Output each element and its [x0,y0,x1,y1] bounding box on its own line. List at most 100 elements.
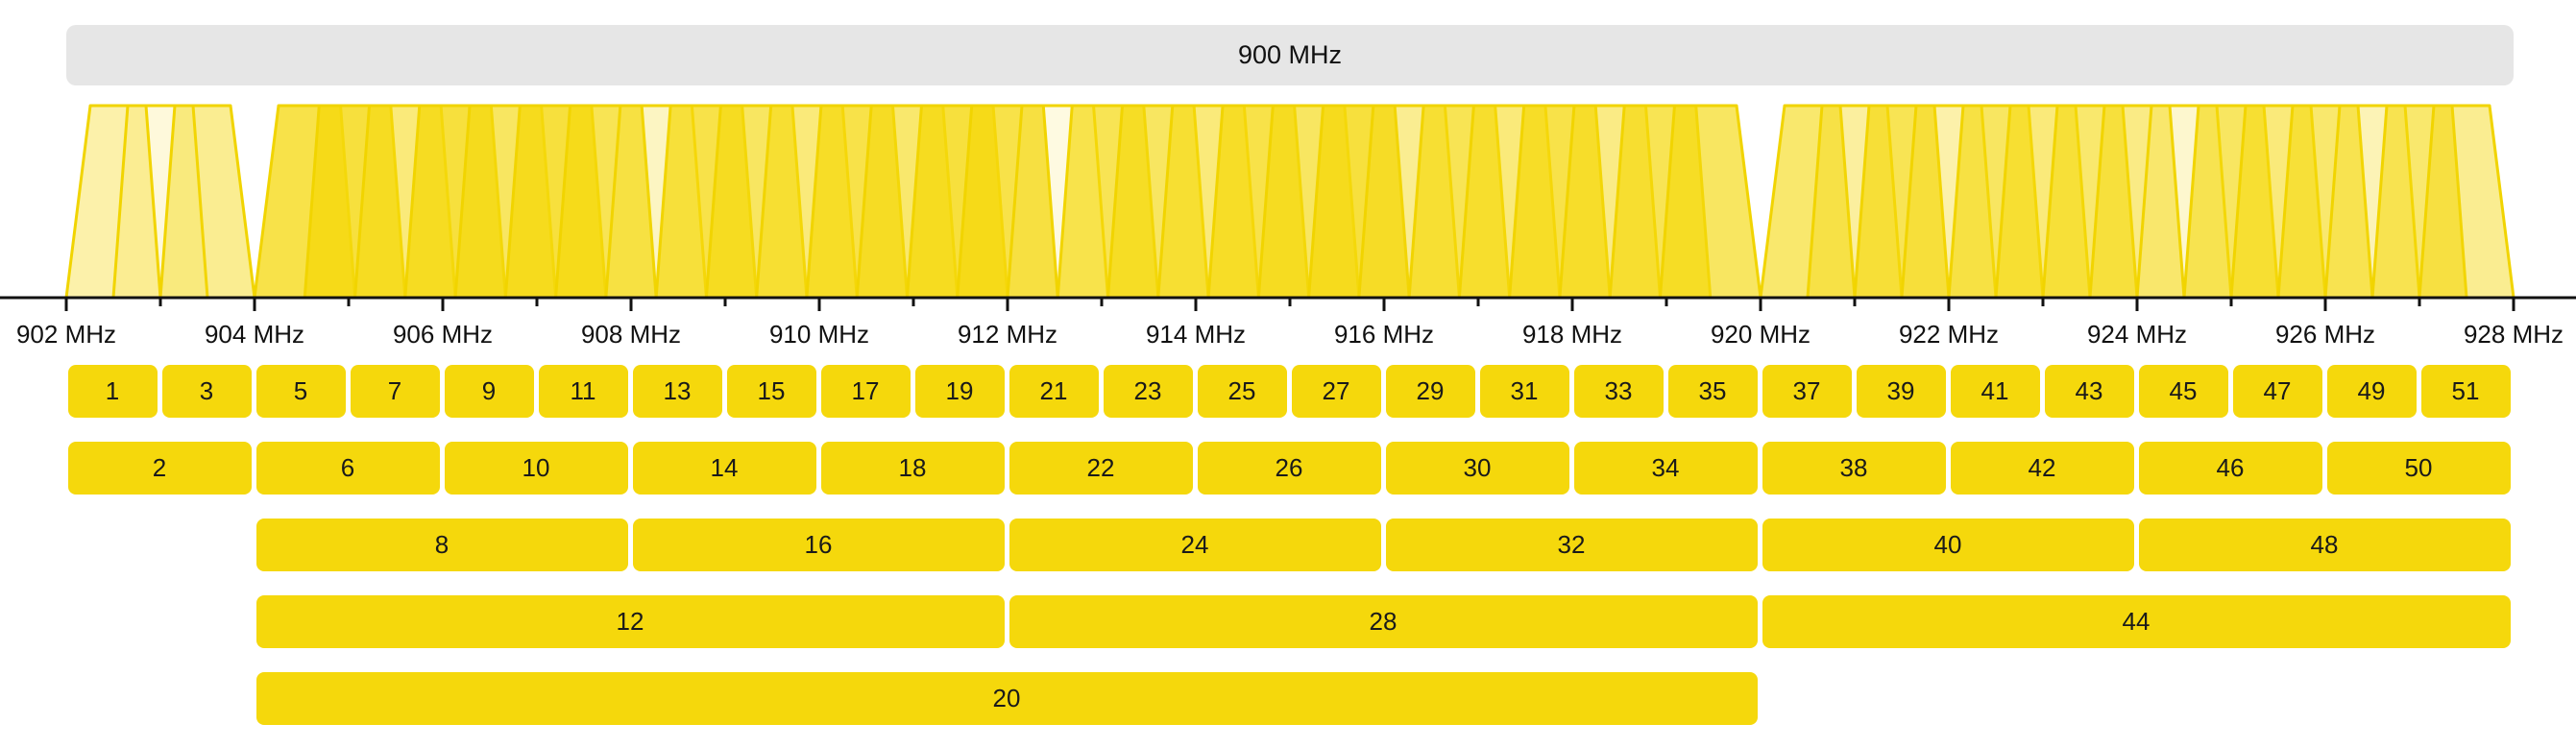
channel-label: 47 [2263,376,2292,405]
channel-label: 35 [1698,376,1727,405]
band-bar: 900 MHz [66,25,2514,85]
axis-tick-label: 920 MHz [1711,320,1810,349]
channel-box: 38 [1762,442,1946,495]
channel-label: 10 [522,453,550,482]
channel-label: 44 [2122,607,2151,636]
channel-label: 21 [1039,376,1068,405]
channel-label: 38 [1839,453,1868,482]
channel-box: 6 [255,442,440,495]
channel-box: 8 [255,519,628,571]
channel-box: 47 [2232,365,2322,418]
channel-box: 19 [914,365,1005,418]
channel-label: 20 [992,684,1021,712]
channel-box: 39 [1856,365,1946,418]
axis-tick-label: 918 MHz [1522,320,1622,349]
channel-box: 3 [161,365,252,418]
channel-box: 35 [1667,365,1758,418]
channel-box: 24 [1009,519,1381,571]
channel-label: 33 [1604,376,1633,405]
channel-label: 8 [434,530,450,559]
channel-box: 42 [1950,442,2134,495]
axis-tick-label: 916 MHz [1334,320,1434,349]
spectrum-slot [158,104,256,300]
channel-label: 16 [804,530,833,559]
channel-label: 13 [663,376,692,405]
channel-box: 12 [255,595,1005,648]
channel-box: 40 [1762,519,2134,571]
channel-box: 11 [538,365,628,418]
channel-box: 51 [2420,365,2511,418]
channel-box: 50 [2326,442,2511,495]
channel-label: 7 [387,376,402,405]
axis-tick-label: 912 MHz [958,320,1057,349]
channel-label: 18 [898,453,927,482]
channel-label: 15 [757,376,786,405]
band-label: 900 MHz [1237,40,1343,69]
channel-box: 43 [2044,365,2134,418]
channel-box: 37 [1762,365,1852,418]
channel-label: 51 [2451,376,2480,405]
spectrum-slot [1658,104,1762,300]
channel-label: 43 [2075,376,2103,405]
channel-label: 39 [1886,376,1915,405]
channel-box: 13 [632,365,722,418]
channel-label: 46 [2216,453,2245,482]
channel-label: 41 [1981,376,2009,405]
channel-label: 24 [1180,530,1209,559]
channel-label: 22 [1086,453,1115,482]
channel-box: 32 [1385,519,1758,571]
channel-label: 30 [1463,453,1492,482]
channel-box: 9 [444,365,534,418]
channel-box: 23 [1103,365,1193,418]
channel-box: 34 [1573,442,1758,495]
channel-label: 37 [1792,376,1821,405]
channel-label: 1 [105,376,120,405]
spectrum-slot [2418,104,2515,300]
channel-box: 17 [820,365,911,418]
channel-label: 32 [1557,530,1586,559]
channel-label: 42 [2028,453,2056,482]
channel-box: 31 [1479,365,1569,418]
channel-box: 30 [1385,442,1569,495]
channel-box: 29 [1385,365,1475,418]
channel-box: 26 [1197,442,1381,495]
channel-label: 31 [1510,376,1539,405]
channel-box: 46 [2138,442,2322,495]
channel-label: 48 [2310,530,2339,559]
channel-label: 49 [2357,376,2386,405]
channel-label: 6 [340,453,355,482]
channel-box: 25 [1197,365,1287,418]
channel-box: 22 [1009,442,1193,495]
channel-box: 28 [1009,595,1758,648]
channel-label: 40 [1933,530,1962,559]
channel-label: 3 [199,376,214,405]
channel-label: 45 [2169,376,2198,405]
channel-box: 7 [350,365,440,418]
channel-box: 10 [444,442,628,495]
channel-box: 18 [820,442,1005,495]
channel-label: 14 [710,453,739,482]
axis-tick-label: 904 MHz [205,320,304,349]
channel-label: 5 [293,376,308,405]
channel-label: 26 [1275,453,1303,482]
channel-label: 11 [570,376,596,405]
channel-label: 34 [1651,453,1680,482]
channel-box: 14 [632,442,816,495]
axis-tick-label: 922 MHz [1899,320,1999,349]
channel-box: 33 [1573,365,1664,418]
spectrum-traps [64,104,2515,300]
axis-tick-label: 906 MHz [393,320,493,349]
channel-box: 44 [1762,595,2511,648]
channel-label: 9 [481,376,497,405]
frequency-axis: 902 MHz 904 MHz 906 MHz 908 MHz 910 MHz 912 M… [0,296,2576,349]
channel-box: 1 [67,365,158,418]
channel-box: 27 [1291,365,1381,418]
axis-tick-label: 914 MHz [1146,320,1246,349]
channel-box: 48 [2138,519,2511,571]
channel-box: 20 [255,672,1758,725]
channel-box: 49 [2326,365,2417,418]
channel-label: 12 [616,607,644,636]
channel-label: 25 [1227,376,1256,405]
channel-label: 19 [945,376,974,405]
